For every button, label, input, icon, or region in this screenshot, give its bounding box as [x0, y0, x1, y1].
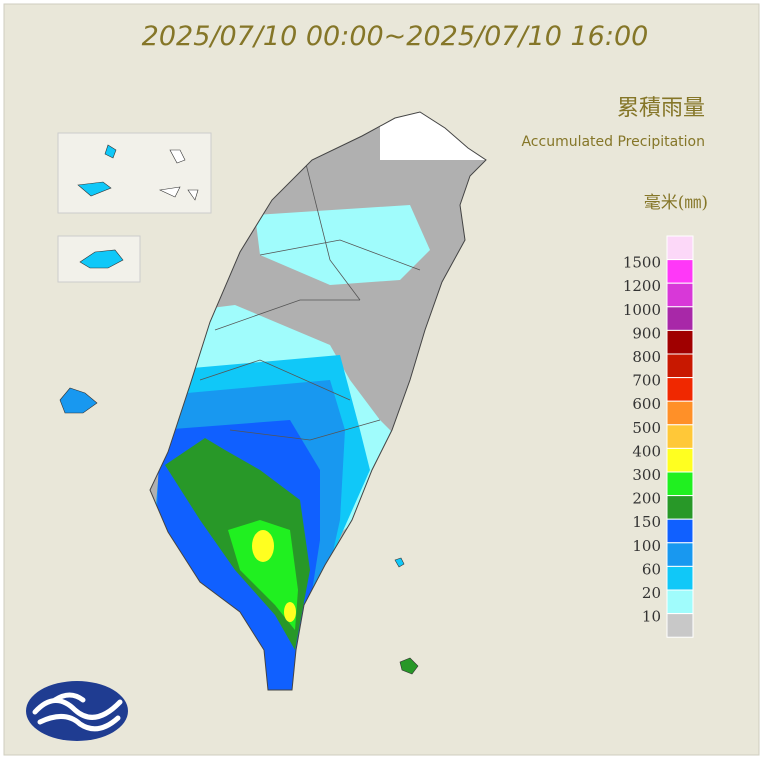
legend-label: 200: [632, 490, 661, 508]
inset-matsu: [57, 132, 212, 214]
legend-swatch: [666, 353, 694, 379]
logo: [26, 681, 128, 741]
legend-swatch: [666, 447, 694, 473]
legend-unit: 毫米(㎜): [644, 193, 708, 213]
heading-zh: 累積雨量: [617, 96, 705, 121]
legend-label: 300: [632, 466, 661, 484]
legend-label: 400: [632, 442, 661, 460]
coastline: [149, 111, 487, 691]
legend-label: 800: [632, 348, 661, 366]
legend-label: 600: [632, 395, 661, 413]
legend-label: 60: [642, 560, 661, 578]
legend-label: 900: [632, 324, 661, 342]
legend-label: 1500: [623, 254, 661, 272]
legend-swatch: [666, 377, 694, 402]
legend-label: 500: [632, 419, 661, 437]
legend-label: 100: [632, 537, 661, 555]
legend-label: 1200: [623, 277, 661, 295]
legend-label: 150: [632, 513, 661, 531]
legend-swatch: [666, 235, 694, 261]
legend-swatch: [666, 565, 694, 591]
legend-swatch: [666, 518, 694, 544]
legend-swatch: [666, 471, 694, 497]
title: 2025/07/10 00:00~2025/07/10 16:00: [142, 21, 649, 52]
legend-swatch: [666, 424, 694, 449]
legend-swatch: [666, 329, 694, 355]
legend-label: 1000: [623, 301, 661, 319]
legend-swatch: [666, 589, 694, 615]
legend-label: 20: [642, 584, 661, 602]
heading-en: Accumulated Precipitation: [521, 134, 705, 150]
legend-swatch: [666, 542, 694, 567]
legend-swatch: [666, 400, 694, 426]
green-island: [394, 557, 405, 568]
legend: 1500 1200 1000 900 800 700 600 500 400 300 200 150 1…: [623, 235, 694, 638]
legend-swatch: [666, 306, 694, 331]
legend-label: 700: [632, 372, 661, 390]
lanyu: [399, 657, 419, 675]
legend-swatch: [666, 282, 694, 308]
legend-label: 10: [642, 608, 661, 626]
legend-swatch: [666, 495, 694, 520]
legend-swatch: [666, 259, 694, 284]
legend-swatch: [666, 613, 694, 638]
penghu: [59, 387, 98, 414]
